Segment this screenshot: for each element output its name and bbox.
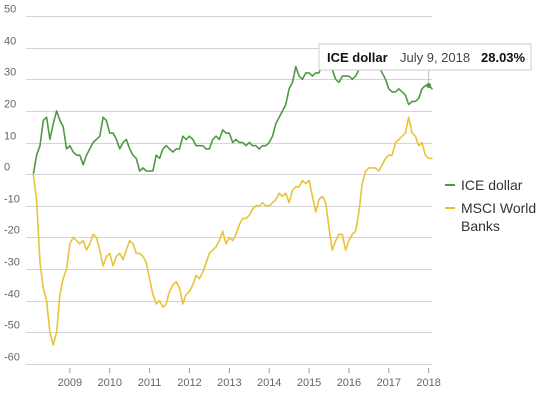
tooltip-value: 28.03% bbox=[481, 50, 526, 65]
y-tick-label: 30 bbox=[4, 67, 16, 79]
x-tick-label: 2011 bbox=[138, 377, 162, 389]
y-tick-label: -40 bbox=[4, 289, 20, 301]
x-tick-label: 2017 bbox=[377, 377, 401, 389]
series-lines bbox=[32, 50, 433, 346]
x-tick-label: 2009 bbox=[58, 377, 82, 389]
legend: ICE dollar MSCI World Banks bbox=[445, 177, 536, 234]
x-tick-label: 2016 bbox=[337, 377, 361, 389]
y-tick-label: 0 bbox=[4, 162, 10, 174]
y-tick-label: 50 bbox=[4, 4, 16, 16]
legend-label-msci-world-banks-line2: Banks bbox=[461, 218, 500, 234]
x-axis-tick-labels: 2009 2010 2011 2012 2013 2014 2015 2016 2017 2018 bbox=[58, 368, 441, 389]
x-tick-label: 2015 bbox=[297, 377, 321, 389]
tooltip-series-name: ICE dollar bbox=[327, 50, 388, 65]
y-tick-label: -10 bbox=[4, 194, 20, 206]
y-tick-label: 40 bbox=[4, 36, 16, 48]
x-tick-label: 2012 bbox=[177, 377, 201, 389]
y-tick-label: -30 bbox=[4, 257, 20, 269]
series-line-msci-world-banks bbox=[32, 116, 433, 346]
y-tick-label: -60 bbox=[4, 352, 20, 364]
x-tick-label: 2018 bbox=[416, 377, 440, 389]
y-tick-label: 20 bbox=[4, 99, 16, 111]
legend-label-ice-dollar: ICE dollar bbox=[461, 177, 523, 193]
x-tick-label: 2013 bbox=[217, 377, 241, 389]
tooltip-box bbox=[318, 43, 532, 71]
legend-label-msci-world-banks-line1: MSCI World bbox=[461, 200, 536, 216]
tooltip-date: July 9, 2018 bbox=[400, 50, 470, 65]
y-tick-label: -50 bbox=[4, 320, 20, 332]
gridlines bbox=[26, 16, 432, 365]
y-tick-label: -20 bbox=[4, 225, 20, 237]
x-tick-label: 2010 bbox=[97, 377, 121, 389]
y-axis-tick-labels: 50 40 30 20 10 0 -10 -20 -30 -40 -50 -60 bbox=[4, 4, 20, 364]
tooltip: ICE dollar July 9, 2018 28.03% bbox=[318, 43, 532, 89]
tooltip-point bbox=[426, 83, 432, 89]
x-tick-label: 2014 bbox=[257, 377, 281, 389]
y-tick-label: 10 bbox=[4, 131, 16, 143]
